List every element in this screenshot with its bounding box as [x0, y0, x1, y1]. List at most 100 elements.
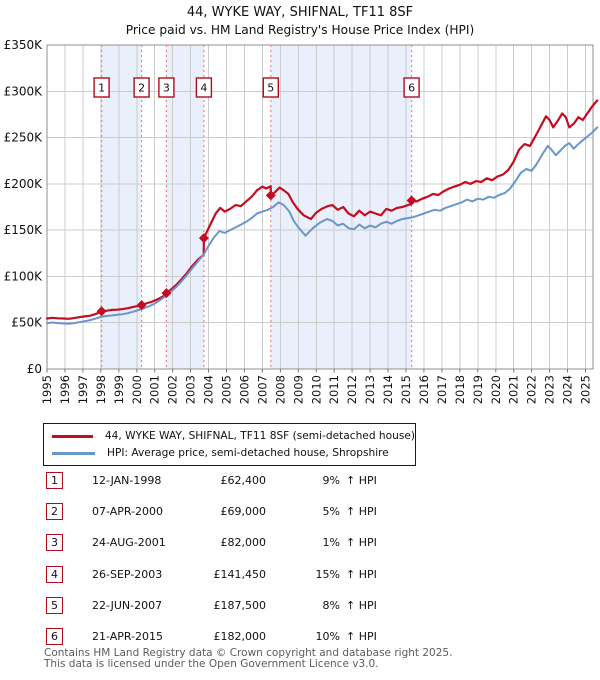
transaction-number-badge: 1 [46, 472, 63, 489]
x-axis-tick-label: 2007 [255, 375, 269, 404]
y-axis-tick-label: £200K [4, 177, 44, 191]
sale-number: 6 [408, 82, 415, 95]
transaction-hpi-delta: 9% [322, 474, 340, 487]
transaction-hpi-delta: 1% [322, 536, 340, 549]
transaction-price: £62,400 [220, 474, 267, 487]
transaction-price: £82,000 [220, 536, 267, 549]
transaction-date: 12-JAN-1998 [92, 474, 162, 487]
sale-point-diamond [161, 288, 172, 299]
transaction-hpi-direction: ↑ HPI [346, 568, 377, 581]
sale-point-diamond [198, 233, 209, 244]
transaction-price: £182,000 [213, 630, 267, 643]
transaction-number-badge: 2 [46, 503, 63, 520]
x-axis-tick-label: 2022 [525, 375, 539, 404]
x-axis-tick-label: 2020 [489, 375, 503, 404]
license-footer: Contains HM Land Registry data © Crown c… [44, 648, 584, 670]
x-axis-tick-label: 2017 [435, 375, 449, 404]
sale-number: 1 [98, 82, 105, 95]
sale-number-box [93, 77, 110, 98]
transaction-date: 07-APR-2000 [92, 505, 164, 518]
legend: 44, WYKE WAY, SHIFNAL, TF11 8SF (semi-de… [43, 423, 416, 466]
x-axis-tick-label: 2008 [273, 375, 287, 404]
x-axis-tick-label: 2015 [399, 375, 413, 404]
sale-point-diamond [136, 300, 147, 311]
table-row: 5 22-JUN-2007 £187,500 8% ↑ HPI [0, 597, 600, 617]
sale-point-diamond [265, 190, 276, 201]
page-title: 44, WYKE WAY, SHIFNAL, TF11 8SF [186, 5, 414, 20]
x-axis-tick-label: 2021 [507, 375, 521, 404]
x-axis-tick-label: 1999 [112, 375, 126, 404]
y-axis-tick-label: £300K [4, 84, 44, 98]
transaction-hpi-direction: ↑ HPI [346, 474, 377, 487]
sale-number: 5 [267, 82, 274, 95]
x-axis-tick-label: 2006 [237, 375, 251, 404]
x-axis-tick-label: 2004 [202, 375, 216, 404]
transaction-price: £69,000 [220, 505, 267, 518]
legend-item-hpi: HPI: Average price, semi-detached house,… [44, 446, 415, 460]
table-row: 2 07-APR-2000 £69,000 5% ↑ HPI [0, 503, 600, 523]
x-axis-tick-label: 1997 [76, 375, 90, 404]
x-axis-tick-label: 2013 [363, 375, 377, 404]
transaction-hpi-direction: ↑ HPI [346, 505, 377, 518]
sale-point-diamond [96, 306, 107, 317]
x-axis-tick-label: 2009 [291, 375, 305, 404]
x-axis-tick-label: 2000 [130, 375, 144, 404]
sale-number: 2 [138, 82, 145, 95]
legend-item-property: 44, WYKE WAY, SHIFNAL, TF11 8SF (semi-de… [44, 429, 415, 443]
transaction-number-badge: 4 [46, 566, 63, 583]
license-line-2: This data is licensed under the Open Gov… [44, 658, 379, 670]
x-axis-tick-label: 2005 [220, 375, 234, 404]
table-row: 6 21-APR-2015 £182,000 10% ↑ HPI [0, 628, 600, 648]
transaction-hpi-delta: 15% [315, 568, 340, 581]
x-axis-tick-label: 2002 [166, 375, 180, 404]
table-row: 4 26-SEP-2003 £141,450 15% ↑ HPI [0, 566, 600, 586]
x-axis-tick-label: 2023 [543, 375, 557, 404]
sale-number-box [195, 77, 213, 98]
transaction-date: 21-APR-2015 [92, 630, 164, 643]
transaction-price: £187,500 [213, 599, 267, 612]
y-axis-tick-label: £100K [4, 269, 44, 283]
y-axis-tick-label: £50K [11, 316, 43, 330]
y-axis-tick-label: £150K [4, 223, 44, 237]
transaction-price: £141,450 [213, 568, 267, 581]
page-subtitle: Price paid vs. HM Land Registry's House … [125, 23, 475, 37]
transaction-hpi-delta: 10% [315, 630, 340, 643]
transaction-number-badge: 6 [46, 628, 63, 645]
transaction-number-badge: 5 [46, 597, 63, 614]
series-hpi_average [46, 126, 599, 325]
x-axis-tick-label: 2003 [184, 375, 198, 404]
y-axis-tick-label: £350K [4, 38, 44, 52]
x-axis-tick-label: 2024 [561, 375, 575, 404]
y-axis-tick-label: £250K [4, 131, 44, 145]
sale-number: 3 [163, 82, 170, 95]
property-line-swatch [52, 434, 93, 438]
x-axis-tick-label: 2012 [345, 375, 359, 404]
transaction-hpi-direction: ↑ HPI [346, 630, 377, 643]
transaction-number-badge: 3 [46, 534, 63, 551]
y-axis-tick-label: £0 [27, 362, 42, 376]
transaction-hpi-delta: 8% [322, 599, 340, 612]
sale-number-box [133, 77, 150, 98]
sale-number-box [403, 77, 420, 98]
hpi-line-swatch [52, 451, 95, 455]
transaction-hpi-direction: ↑ HPI [346, 536, 377, 549]
license-line-1: Contains HM Land Registry data © Crown c… [44, 647, 453, 659]
transaction-hpi-delta: 5% [322, 505, 340, 518]
transaction-date: 22-JUN-2007 [92, 599, 163, 612]
x-axis-tick-label: 2018 [453, 375, 467, 404]
legend-label: HPI: Average price, semi-detached house,… [107, 447, 389, 459]
x-axis-tick-label: 2014 [381, 375, 395, 404]
transaction-hpi-direction: ↑ HPI [346, 599, 377, 612]
sale-point-diamond [406, 195, 417, 206]
x-axis-tick-label: 1996 [58, 375, 72, 404]
transaction-date: 24-AUG-2001 [92, 536, 166, 549]
x-axis-tick-label: 1998 [94, 375, 108, 404]
table-row: 1 12-JAN-1998 £62,400 9% ↑ HPI [0, 472, 600, 492]
table-row: 3 24-AUG-2001 £82,000 1% ↑ HPI [0, 534, 600, 554]
sale-number: 4 [200, 82, 207, 95]
sale-number-box [158, 77, 175, 98]
x-axis-tick-label: 2016 [417, 375, 431, 404]
x-axis-tick-label: 2011 [327, 375, 341, 404]
x-axis-tick-label: 2001 [148, 375, 162, 404]
